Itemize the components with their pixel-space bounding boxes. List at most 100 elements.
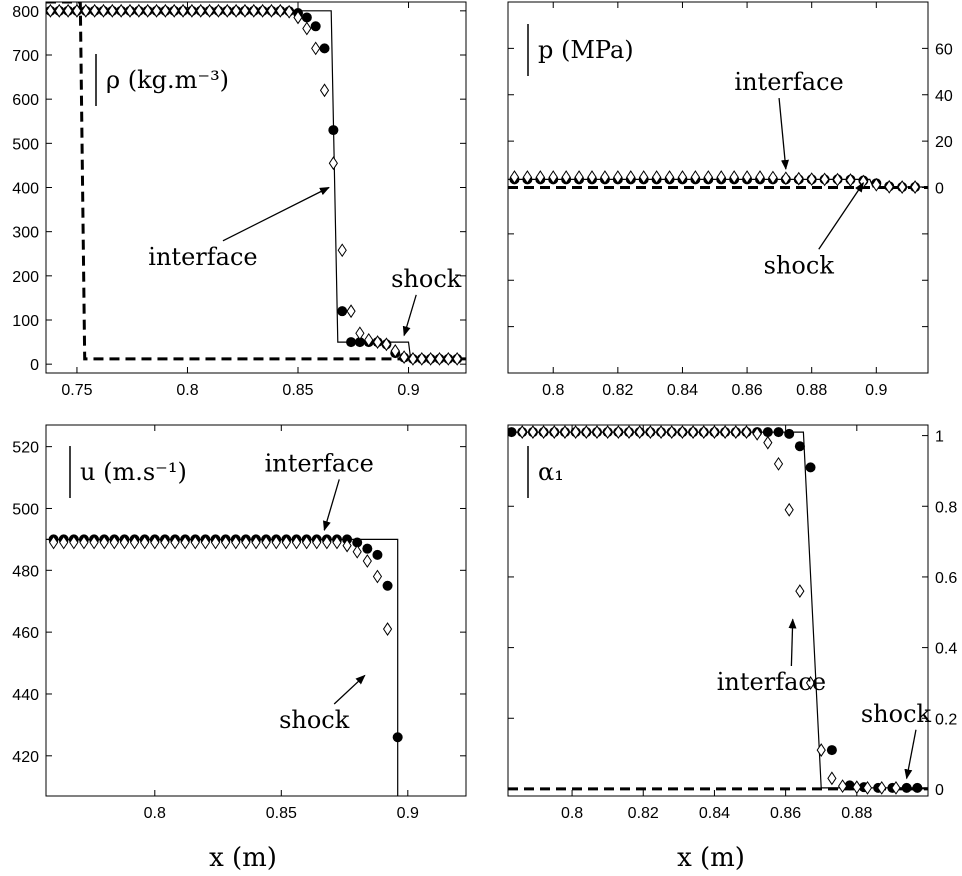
y-tick-label: 0 (935, 181, 944, 198)
open-diamond-point (319, 83, 330, 98)
open-diamond-point (781, 171, 791, 186)
open-diamond-point (837, 779, 848, 794)
y-tick-label: 0.2 (935, 711, 957, 728)
open-diamond-point (322, 535, 332, 550)
x-axis-label-right: x (m) (677, 843, 745, 873)
filled-circle-point (352, 537, 363, 548)
open-diamond-point (69, 535, 79, 550)
open-diamond-point (293, 10, 303, 25)
x-tick-label: 0.85 (266, 805, 297, 822)
open-diamond-point (807, 172, 817, 187)
y-tick-label: 40 (935, 88, 953, 105)
open-diamond-point (862, 780, 873, 795)
open-diamond-point (773, 456, 784, 471)
open-diamond-point (81, 3, 91, 18)
open-diamond-point (408, 351, 418, 366)
x-tick-label: 0.86 (770, 805, 801, 822)
open-diamond-point (768, 170, 778, 185)
annotation-arrow (323, 479, 340, 532)
open-diamond-point (820, 172, 830, 187)
open-diamond-point (200, 535, 210, 550)
open-diamond-point (302, 21, 312, 36)
open-diamond-point (143, 3, 153, 18)
open-diamond-point (624, 425, 634, 439)
y-tick-label: 20 (935, 134, 953, 151)
open-diamond-point (281, 535, 291, 550)
open-diamond-point (690, 170, 700, 184)
open-diamond-point (816, 743, 826, 757)
open-diamond-point (645, 425, 655, 439)
filled-circle-point (346, 337, 357, 348)
open-diamond-point (284, 4, 294, 19)
y-tick-label: 460 (12, 625, 39, 642)
annotation-interface: interface (734, 68, 843, 96)
series-group (508, 170, 928, 194)
filled-circle-point (844, 780, 855, 791)
open-diamond-point (603, 425, 613, 439)
open-diamond-point (794, 171, 804, 186)
open-diamond-point (90, 3, 100, 18)
open-diamond-point (352, 544, 362, 559)
y-tick-label: 500 (12, 501, 39, 518)
filled-circle-point (826, 745, 837, 756)
x-axis-label-left: x (m) (209, 843, 277, 873)
open-diamond-point (328, 156, 338, 171)
open-diamond-point (509, 170, 520, 184)
annotation-arrow (778, 98, 789, 170)
open-diamond-point (160, 3, 170, 18)
open-diamond-point (742, 170, 752, 184)
open-diamond-point (426, 351, 436, 366)
annotation-arrow (402, 294, 417, 337)
y-tick-label: 0 (935, 782, 944, 799)
filled-circle-point (794, 441, 805, 452)
open-diamond-point (548, 170, 558, 184)
dashed-line-series (46, 2, 466, 361)
open-diamond-point (231, 535, 241, 550)
open-diamond-point (46, 3, 56, 18)
series-group (508, 425, 928, 795)
open-diamond-point (452, 351, 462, 366)
open-diamond-point (667, 425, 677, 439)
filled-circle-point (337, 306, 348, 317)
open-diamond-point (170, 535, 180, 550)
open-diamond-point (125, 3, 135, 18)
open-diamond-point (731, 425, 741, 439)
open-diamond-point (332, 535, 342, 550)
open-diamond-point (897, 180, 907, 194)
open-diamond-point (364, 332, 374, 347)
open-diamond-point (664, 170, 675, 184)
x-tick-label: 0.82 (628, 805, 659, 822)
open-diamond-point (187, 3, 197, 18)
open-diamond-point (275, 3, 285, 18)
open-diamond-point (261, 535, 271, 550)
solid-line-series (508, 431, 928, 789)
annotation-shock: shock (279, 706, 350, 734)
open-diamond-point (342, 538, 352, 553)
open-diamond-point (382, 622, 393, 636)
open-diamond-point (372, 569, 383, 584)
open-diamond-point (535, 170, 545, 184)
x-tick-label: 0.9 (397, 805, 419, 822)
chart-panel-velocity: 0.8 0.85 0.9 420 440 460 480 500 520 u (m.s⁻¹) int… (12, 424, 467, 822)
open-diamond-point (240, 3, 250, 18)
panel-label: α₁ (538, 458, 564, 486)
x-tick-label: 0.9 (865, 382, 887, 399)
open-diamond-point (652, 170, 662, 184)
chart-panel-pressure: 0.8 0.82 0.84 0.86 0.88 0.9 0 20 40 60 p (MPa) inte… (507, 1, 953, 399)
filled-circle-point (301, 12, 312, 23)
x-tick-label: 0.8 (561, 805, 583, 822)
open-diamond-point (258, 3, 268, 18)
open-diamond-point (852, 780, 862, 795)
filled-circle-point (328, 125, 339, 136)
y-tick-label: 0.8 (935, 499, 957, 516)
filled-circle-point (762, 427, 773, 438)
panel-label: u (m.s⁻¹) (80, 458, 187, 486)
open-diamond-point (291, 535, 302, 550)
y-tick-label: 440 (12, 687, 39, 704)
open-diamond-point (140, 535, 150, 550)
y-tick-label: 520 (12, 440, 39, 457)
open-diamond-point (517, 425, 527, 439)
open-diamond-point (222, 3, 232, 18)
open-diamond-point (443, 351, 453, 366)
